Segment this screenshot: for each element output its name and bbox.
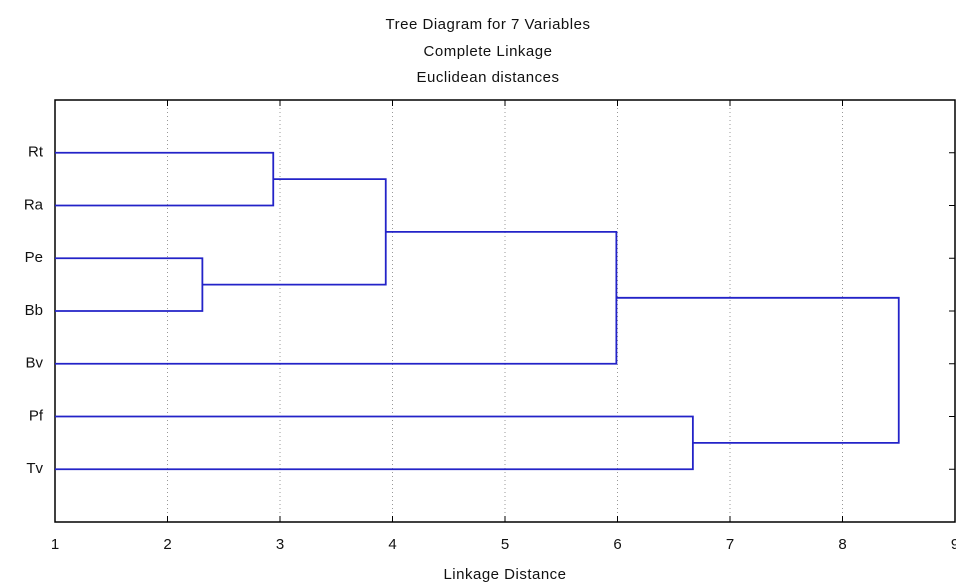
dendrogram-link (202, 178, 387, 286)
chart-subtitle: Complete Linkage (424, 43, 553, 60)
x-tick-label: 4 (388, 536, 396, 553)
leaf-label: Rt (28, 144, 44, 161)
leaf-label: Pf (29, 407, 44, 424)
x-tick-label: 5 (501, 536, 509, 553)
x-tick-label: 8 (838, 536, 846, 553)
leaf-label: Tv (26, 460, 43, 477)
x-tick-label: 7 (726, 536, 734, 553)
leaf-label: Pe (25, 249, 43, 266)
dendrogram-link (55, 257, 204, 312)
leaf-label: Bb (25, 302, 43, 319)
dendrogram-link (55, 415, 694, 471)
x-tick-label: 3 (276, 536, 284, 553)
leaf-label: Ra (24, 196, 44, 213)
x-tick-label: 1 (51, 536, 59, 553)
dendrogram-link (55, 230, 618, 365)
chart-subtitle: Euclidean distances (417, 69, 560, 86)
x-axis-label: Linkage Distance (443, 566, 566, 583)
x-tick-label: 6 (613, 536, 621, 553)
leaf-label: Bv (25, 355, 43, 372)
chart-title: Tree Diagram for 7 Variables (386, 16, 591, 33)
x-tick-label: 2 (163, 536, 171, 553)
dendrogram-link (616, 296, 900, 444)
dendrogram-link (55, 151, 275, 207)
x-tick-label: 9 (951, 536, 956, 553)
